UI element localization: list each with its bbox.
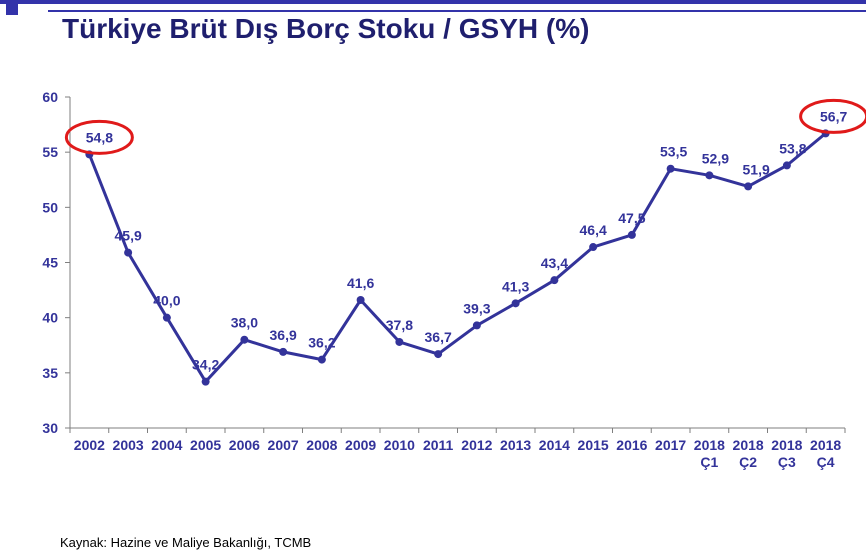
y-tick-label: 35 xyxy=(42,365,58,381)
data-label: 40,0 xyxy=(153,293,180,309)
data-label: 51,9 xyxy=(743,161,770,177)
x-tick-label: 2011 xyxy=(423,437,454,453)
y-tick-label: 40 xyxy=(42,310,58,326)
data-label: 38,0 xyxy=(231,315,258,331)
data-label: 41,6 xyxy=(347,275,374,291)
data-point xyxy=(395,337,404,346)
highlight-ellipse xyxy=(64,119,134,155)
data-point xyxy=(589,243,598,252)
data-point xyxy=(162,313,171,322)
x-tick-label: 2012 xyxy=(461,437,492,453)
corner-square-decoration xyxy=(6,3,18,15)
x-tick-label: 2018 xyxy=(694,437,725,453)
data-label: 53,8 xyxy=(779,140,806,156)
x-tick-label: 2017 xyxy=(655,437,686,453)
series-line xyxy=(88,132,827,384)
data-point xyxy=(511,299,520,308)
data-point xyxy=(666,164,675,173)
data-point xyxy=(472,321,481,330)
x-tick-label: 2016 xyxy=(616,437,647,453)
data-label: 52,9 xyxy=(702,150,729,166)
x-tick-label: Ç4 xyxy=(817,454,835,470)
data-label: 36,7 xyxy=(425,329,452,345)
x-tick-label: 2009 xyxy=(345,437,376,453)
x-tick-label: 2015 xyxy=(578,437,609,453)
y-tick-label: 45 xyxy=(42,255,58,271)
line-chart: 30 35 40 45 50 55 60 2002 2003 2004 2005 2006 2007 20… xyxy=(42,89,866,470)
x-tick-label: 2004 xyxy=(151,437,182,453)
data-point xyxy=(124,248,133,257)
data-label: 43,4 xyxy=(541,255,568,271)
data-point xyxy=(705,171,714,180)
x-tick-label: 2014 xyxy=(539,437,570,453)
data-label: 45,9 xyxy=(115,228,142,244)
x-tick-label: 2010 xyxy=(384,437,415,453)
data-label: 54,8 xyxy=(86,129,113,145)
header-rule xyxy=(48,10,866,12)
x-tick-label: 2013 xyxy=(500,437,531,453)
x-tick-label: 2018 xyxy=(771,437,802,453)
x-tick-label: 2008 xyxy=(306,437,337,453)
data-point xyxy=(240,335,249,344)
data-label: 37,8 xyxy=(386,317,413,333)
data-label: 41,3 xyxy=(502,278,529,294)
x-tick-label: 2003 xyxy=(113,437,144,453)
x-tick-label: Ç3 xyxy=(778,454,796,470)
data-point xyxy=(782,161,791,170)
x-tick-label: Ç1 xyxy=(700,454,718,470)
source-note: Kaynak: Hazine ve Maliye Bakanlığı, TCMB xyxy=(60,535,312,550)
data-point xyxy=(744,182,753,191)
data-label: 36,9 xyxy=(270,327,297,343)
top-accent-bar xyxy=(0,0,866,4)
x-tick-label: 2005 xyxy=(190,437,221,453)
data-point xyxy=(201,377,210,386)
data-label: 34,2 xyxy=(192,357,219,373)
data-label: 47,5 xyxy=(618,210,645,226)
data-point xyxy=(434,350,443,359)
x-tick-label: 2006 xyxy=(229,437,260,453)
y-tick-label: 30 xyxy=(42,420,58,436)
data-label: 39,3 xyxy=(463,300,490,316)
x-tick-label: 2018 xyxy=(810,437,841,453)
y-tick-label: 55 xyxy=(42,144,58,160)
chart-title: Türkiye Brüt Dış Borç Stoku / GSYH (%) xyxy=(62,13,590,44)
data-label: 53,5 xyxy=(660,144,687,160)
x-tick-label: 2018 xyxy=(733,437,764,453)
y-tick-label: 50 xyxy=(42,199,58,215)
data-label: 46,4 xyxy=(580,222,607,238)
data-point xyxy=(627,230,636,239)
data-label: 36,2 xyxy=(308,335,335,351)
x-tick-label: 2002 xyxy=(74,437,105,453)
y-tick-label: 60 xyxy=(42,89,58,105)
data-point xyxy=(279,347,288,356)
data-point xyxy=(550,276,559,285)
x-tick-label: 2007 xyxy=(268,437,299,453)
data-point xyxy=(317,355,326,364)
data-point xyxy=(356,296,365,305)
data-label: 56,7 xyxy=(820,108,847,124)
highlight-ellipse xyxy=(799,98,866,134)
x-tick-label: Ç2 xyxy=(739,454,757,470)
